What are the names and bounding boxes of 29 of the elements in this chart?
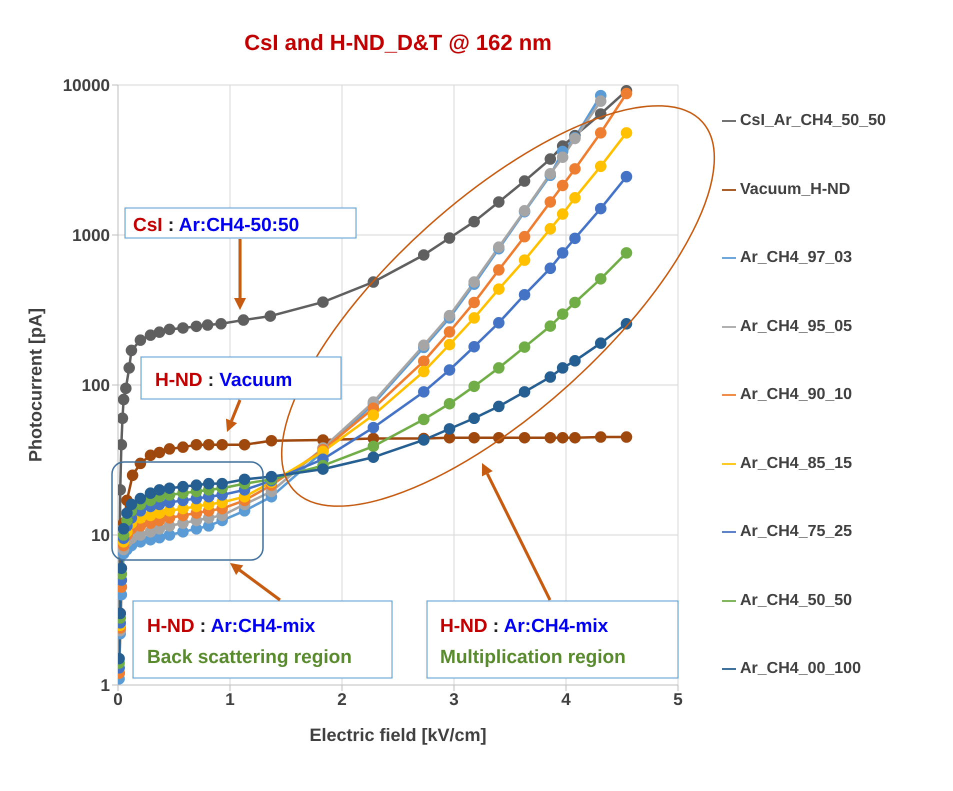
y-axis-title: Photocurrent [pA] <box>25 308 46 462</box>
legend-label: Ar_CH4_75_25 <box>740 523 852 540</box>
x-tick-label: 4 <box>561 690 572 710</box>
y-tick-label: 10 <box>91 526 110 546</box>
legend-label: Ar_CH4_00_100 <box>740 660 861 678</box>
x-axis-title: Electric field [kV/cm] <box>309 725 487 745</box>
annotation: H-ND : Ar:CH4-mix <box>147 616 316 637</box>
legend-label: Ar_CH4_50_50 <box>740 592 852 609</box>
annotation: Multiplication region <box>440 647 626 668</box>
x-tick-label: 2 <box>337 690 347 710</box>
annotation: H-ND : Ar:CH4-mix <box>440 616 609 637</box>
legend-label: Vacuum_H-ND <box>740 180 850 198</box>
x-tick-label: 0 <box>113 690 123 710</box>
chart-title: CsI and H-ND_D&T @ 162 nm <box>244 30 552 55</box>
y-tick-label: 1000 <box>72 226 110 246</box>
annotation: H-ND : Vacuum <box>155 370 292 391</box>
y-tick-label: 100 <box>82 376 110 396</box>
x-tick-label: 3 <box>449 690 459 710</box>
legend-label: Ar_CH4_90_10 <box>740 386 852 404</box>
legend-label: Ar_CH4_85_15 <box>740 454 852 472</box>
x-tick-label: 5 <box>673 690 683 710</box>
legend-label: Ar_CH4_95_05 <box>740 318 852 335</box>
y-tick-label: 1 <box>100 676 110 696</box>
legend-label: Ar_CH4_97_03 <box>740 249 852 266</box>
annotation: CsI : Ar:CH4-50:50 <box>133 215 300 236</box>
annotation: Back scattering region <box>147 647 352 668</box>
x-tick-label: 1 <box>225 690 235 710</box>
y-tick-label: 10000 <box>62 76 110 96</box>
legend-label: CsI_Ar_CH4_50_50 <box>740 112 886 130</box>
